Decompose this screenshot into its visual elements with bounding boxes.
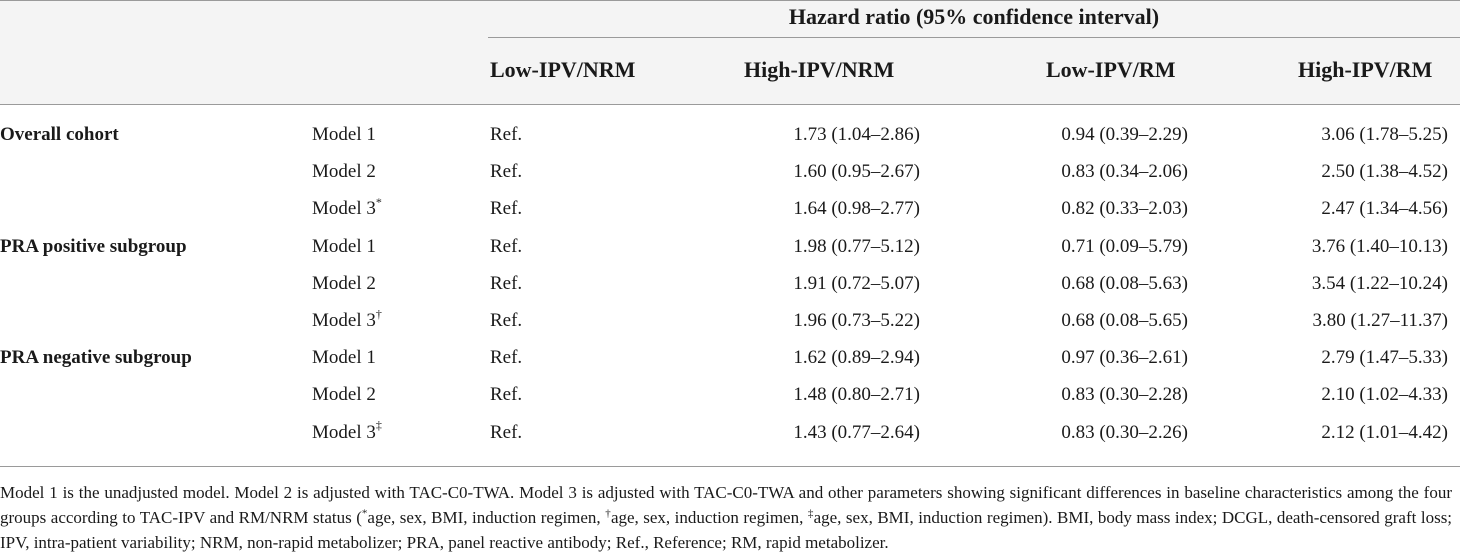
row-model-label: Model 1 [312,235,376,257]
cell-low-ipv-rm: 0.83 (0.34–2.06) [1061,161,1188,183]
row-model-label: Model 3† [312,306,382,331]
cell-high-ipv-rm: 3.76 (1.40–10.13) [1311,235,1448,257]
row-group-label: PRA positive subgroup [0,235,187,257]
cell-high-ipv-rm: 2.12 (1.01–4.42) [1321,421,1448,443]
cell-high-ipv-nrm: 1.73 (1.04–2.86) [793,124,920,145]
cell-high-ipv-nrm: 1.91 (0.72–5.07) [793,272,920,294]
cell-high-ipv-nrm: 1.43 (0.77–2.64) [793,421,920,443]
model-footnote-mark: ‡ [375,418,382,433]
cell-high-ipv-rm: 2.10 (1.02–4.33) [1321,384,1448,406]
footnote-mark-asterisk: * [361,507,368,520]
cell-low-ipv-nrm: Ref. [490,198,523,220]
cell-high-ipv-nrm: 1.60 (0.95–2.67) [793,161,920,183]
cell-high-ipv-rm: 3.06 (1.78–5.25) [1321,124,1448,145]
row-model-label: Model 2 [312,272,376,294]
cell-low-ipv-rm: 0.68 (0.08–5.63) [1061,272,1188,294]
cell-high-ipv-nrm: 1.98 (0.77–5.12) [793,235,920,257]
cell-low-ipv-nrm: Ref. [490,384,523,406]
cell-high-ipv-rm: 3.80 (1.27–11.37) [1312,310,1448,331]
cell-low-ipv-rm: 0.68 (0.08–5.65) [1061,310,1188,331]
row-model-label: Model 2 [312,384,376,406]
footnote-mark-double-dagger: ‡ [807,507,814,520]
cell-low-ipv-nrm: Ref. [490,310,523,331]
hazard-ratio-group-header: Hazard ratio (95% confidence interval) [788,4,1160,29]
footnote-rule [0,466,1460,467]
row-model-label: Model 3‡ [312,418,382,443]
cell-low-ipv-rm: 0.83 (0.30–2.28) [1061,384,1188,406]
footnote-mark-dagger: † [605,507,611,520]
group-header-rule [488,37,1460,38]
cell-low-ipv-nrm: Ref. [490,124,523,145]
top-rule [0,0,1460,1]
model-footnote-mark: † [375,306,382,321]
cell-high-ipv-nrm: 1.64 (0.98–2.77) [793,198,920,220]
footnote-text-3: age, sex, induction regimen, [610,508,808,527]
row-group-label: PRA negative subgroup [0,347,192,369]
cell-high-ipv-nrm: 1.48 (0.80–2.71) [793,384,920,406]
header-bottom-rule [0,104,1460,105]
row-model-label: Model 3* [312,195,382,220]
cell-low-ipv-nrm: Ref. [490,235,523,257]
cell-low-ipv-rm: 0.82 (0.33–2.03) [1061,198,1188,220]
table-footnote: Model 1 is the unadjusted model. Model 2… [0,480,1452,555]
col-header-high-ipv-rm: High-IPV/RM [1298,57,1433,82]
cell-high-ipv-rm: 2.50 (1.38–4.52) [1321,161,1448,183]
footnote-text-2: age, sex, BMI, induction regimen, [367,508,606,527]
table-header-band [0,0,1460,104]
cell-low-ipv-nrm: Ref. [490,161,523,183]
row-model-label: Model 1 [312,347,376,369]
cell-low-ipv-rm: 0.83 (0.30–2.26) [1061,421,1188,443]
col-header-low-ipv-nrm: Low-IPV/NRM [490,57,636,82]
cell-high-ipv-rm: 3.54 (1.22–10.24) [1311,272,1448,294]
cell-low-ipv-rm: 0.94 (0.39–2.29) [1061,124,1188,145]
row-model-label: Model 2 [312,161,376,183]
col-header-high-ipv-nrm: High-IPV/NRM [744,57,895,82]
cell-low-ipv-rm: 0.71 (0.09–5.79) [1061,235,1188,257]
cell-low-ipv-nrm: Ref. [490,272,523,294]
model-footnote-mark: * [375,195,382,210]
cell-high-ipv-nrm: 1.96 (0.73–5.22) [793,310,920,331]
footnote-text-1: Model 1 is the unadjusted model. Model 2… [0,483,1452,527]
footnote-text-4: age, sex, BMI, induction regimen). BMI, … [0,508,1453,552]
cell-high-ipv-rm: 2.47 (1.34–4.56) [1321,198,1448,220]
row-model-label: Model 1 [312,124,376,145]
col-header-low-ipv-rm: Low-IPV/RM [1046,57,1176,82]
cell-low-ipv-nrm: Ref. [490,421,523,443]
cell-low-ipv-rm: 0.97 (0.36–2.61) [1061,347,1188,369]
cell-high-ipv-nrm: 1.62 (0.89–2.94) [793,347,920,369]
cell-high-ipv-rm: 2.79 (1.47–5.33) [1321,347,1448,369]
cell-low-ipv-nrm: Ref. [490,347,523,369]
row-group-label: Overall cohort [0,124,119,145]
